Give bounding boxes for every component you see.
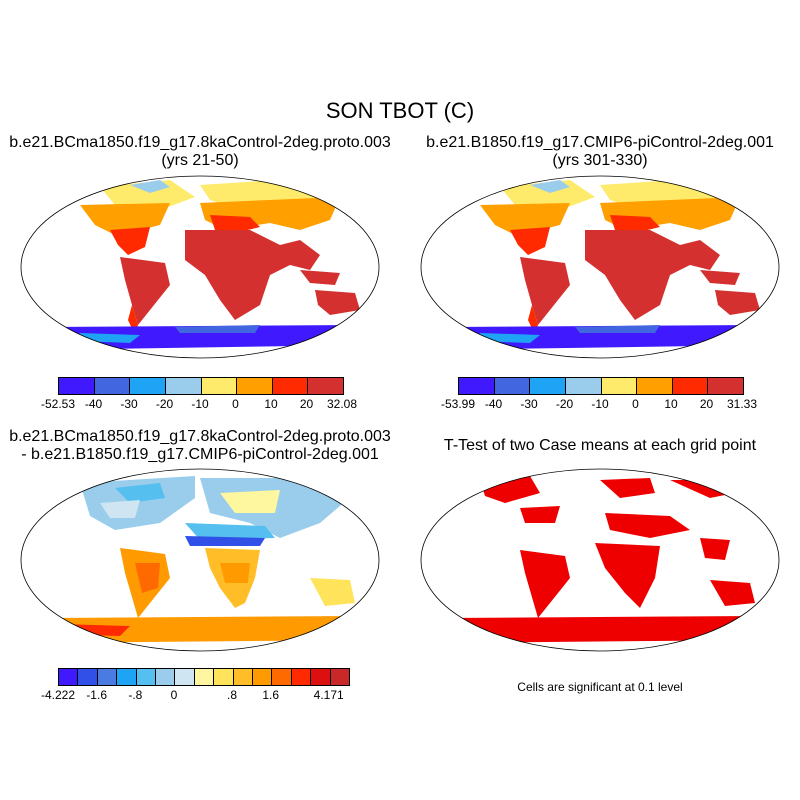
colorbar-tick-label: -53.99 (440, 397, 476, 411)
colorbar-tick-label: -20 (155, 397, 174, 411)
colorbar-tick-label: -52.53 (40, 397, 76, 411)
colorbar-swatch (194, 669, 215, 685)
colorbar-tick-label: -1.6 (86, 688, 107, 702)
panel3-title-line2: - b.e21.B1850.f19_g17.CMIP6-piControl-2d… (21, 446, 379, 463)
panel4-title-line1: T-Test of two Case means at each grid po… (443, 437, 757, 454)
colorbar-tick-label: 0 (170, 688, 178, 702)
colorbar-tick-label: 31.33 (726, 397, 758, 411)
colorbar-swatch (201, 378, 238, 394)
colorbar-tick-label: -40 (84, 397, 103, 411)
map-difference (20, 468, 380, 652)
colorbar-swatch (175, 669, 195, 685)
panel2-title-line2: (yrs 301-330) (552, 152, 648, 169)
colorbar-tick-label: .8 (226, 688, 238, 702)
colorbar-tick-label: 1.6 (262, 688, 279, 702)
panel1-title-line1: b.e21.BCma1850.f19_g17.8kaControl-2deg.p… (9, 134, 391, 151)
map-case1 (20, 175, 380, 359)
panel1-title: b.e21.BCma1850.f19_g17.8kaControl-2deg.p… (0, 134, 400, 170)
map-significance (420, 468, 780, 652)
colorbar-swatch (94, 378, 131, 394)
panel2-title: b.e21.B1850.f19_g17.CMIP6-piControl-2deg… (400, 134, 800, 170)
colorbar-swatch (672, 378, 709, 394)
colorbar-tick-label: -30 (520, 397, 538, 411)
colorbar-swatch (708, 378, 743, 394)
colorbar-case2 (458, 377, 744, 395)
colorbar-case1 (58, 377, 344, 395)
colorbar-swatch (156, 669, 176, 685)
colorbar-swatch (308, 378, 343, 394)
panel2-title-line1: b.e21.B1850.f19_g17.CMIP6-piControl-2deg… (426, 134, 774, 151)
colorbar-swatch (97, 669, 118, 685)
colorbar-swatch (78, 669, 98, 685)
significance-note: Cells are significant at 0.1 level (517, 680, 683, 694)
colorbar-tick-label: 0 (632, 397, 639, 411)
map-case2 (420, 175, 780, 359)
colorbar-swatch (253, 669, 273, 685)
colorbar-tick-label: 4.171 (313, 688, 344, 702)
colorbar-tick-label: -4.222 (40, 688, 76, 702)
colorbar-swatch (59, 378, 95, 394)
colorbar-difference (58, 668, 350, 686)
colorbar-swatch (494, 378, 531, 394)
panel4-title: T-Test of two Case means at each grid po… (400, 437, 800, 455)
colorbar-tick-label: -40 (484, 397, 503, 411)
panel3-title: b.e21.BCma1850.f19_g17.8kaControl-2deg.p… (0, 428, 400, 464)
colorbar-swatch (233, 669, 254, 685)
colorbar-swatch (530, 378, 566, 394)
panel3-title-line1: b.e21.BCma1850.f19_g17.8kaControl-2deg.p… (9, 428, 391, 445)
colorbar-tick-label: -10 (191, 397, 209, 411)
colorbar-tick-label: 0 (232, 397, 239, 411)
colorbar-tick-label: 10 (264, 397, 278, 411)
colorbar-swatch (117, 669, 137, 685)
figure-title: SON TBOT (C) (325, 98, 475, 123)
colorbar-tick-label: -30 (120, 397, 138, 411)
colorbar-swatch (272, 669, 292, 685)
colorbar-swatch (459, 378, 495, 394)
colorbar-swatch (59, 669, 79, 685)
colorbar-swatch (136, 669, 157, 685)
colorbar-swatch (165, 378, 202, 394)
colorbar-tick-label: -.8 (128, 688, 143, 702)
colorbar-swatch (565, 378, 602, 394)
panel1-title-line2: (yrs 21-50) (161, 152, 239, 169)
colorbar-swatch (637, 378, 673, 394)
colorbar-swatch (291, 669, 312, 685)
colorbar-tick-label: 20 (299, 397, 314, 411)
colorbar-swatch (237, 378, 273, 394)
colorbar-swatch (311, 669, 331, 685)
colorbar-tick-label: 10 (664, 397, 678, 411)
colorbar-swatch (330, 669, 350, 685)
colorbar-swatch (214, 669, 234, 685)
colorbar-tick-label: 20 (699, 397, 714, 411)
colorbar-tick-label: 32.08 (326, 397, 358, 411)
colorbar-swatch (272, 378, 309, 394)
colorbar-swatch (130, 378, 166, 394)
colorbar-swatch (601, 378, 638, 394)
colorbar-tick-label: -10 (591, 397, 609, 411)
colorbar-tick-label: -20 (555, 397, 574, 411)
